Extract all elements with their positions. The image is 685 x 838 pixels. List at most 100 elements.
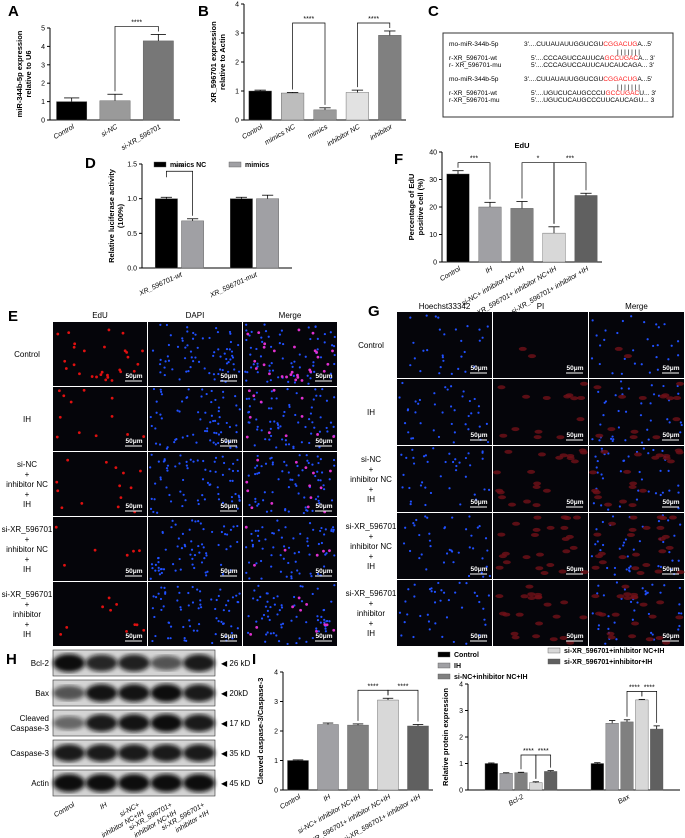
edu-dot — [323, 623, 327, 626]
significance-label: **** — [644, 684, 655, 691]
nucleus-dot — [280, 623, 283, 626]
nucleus-dot — [253, 398, 256, 401]
nucleus-dot — [478, 600, 481, 604]
micrograph — [53, 387, 147, 451]
nucleus-dot — [162, 568, 166, 571]
nucleus-dot — [276, 422, 279, 425]
nucleus-dot — [255, 418, 258, 421]
pi-stain — [522, 394, 531, 399]
nucleus-dot — [668, 551, 671, 554]
nucleus-dot — [232, 462, 235, 465]
lane-label-line: Control — [53, 801, 76, 819]
nucleus-dot — [428, 532, 431, 535]
nucleus-dot — [151, 639, 154, 643]
pi-stain — [630, 429, 639, 434]
column-header: DAPI — [186, 311, 205, 320]
pi-stain — [604, 502, 613, 507]
pi-stain — [614, 346, 623, 351]
edu-dot — [90, 375, 94, 378]
nucleus-dot — [647, 452, 650, 455]
nucleus-dot — [287, 443, 291, 446]
edu-dot — [109, 608, 112, 612]
nucleus-dot — [460, 355, 463, 358]
protein-band — [85, 774, 118, 792]
nucleus-dot — [679, 523, 682, 526]
nucleus-dot — [463, 350, 466, 354]
column-header: PI — [537, 302, 545, 311]
nucleus-dot — [467, 452, 470, 455]
nucleus-dot — [220, 620, 223, 623]
pi-stain — [675, 450, 684, 455]
nucleus-dot — [454, 469, 458, 472]
pi-stain — [533, 515, 542, 520]
nucleus-dot — [598, 362, 601, 366]
nucleus-dot — [607, 615, 610, 618]
nucleus-dot — [307, 461, 310, 465]
nucleus-dot — [268, 618, 271, 622]
nucleus-dot — [213, 460, 216, 463]
nucleus-dot — [285, 464, 288, 467]
pi-stain — [565, 534, 574, 539]
nucleus-dot — [283, 460, 286, 463]
pi-stain — [642, 525, 651, 530]
nucleus-dot — [296, 569, 299, 572]
nucleus-dot — [604, 400, 608, 403]
nucleus-dot — [217, 406, 221, 409]
pi-stain — [530, 532, 539, 537]
nucleus-dot — [319, 458, 322, 461]
nucleus-dot — [659, 469, 662, 472]
protein-band — [53, 716, 85, 730]
nucleus-dot — [332, 458, 336, 462]
nucleus-dot — [228, 330, 232, 334]
nucleus-dot — [266, 592, 269, 595]
nucleus-dot — [257, 529, 260, 532]
nucleus-dot — [601, 543, 605, 547]
nucleus-dot — [623, 588, 627, 591]
nucleus-dot — [316, 348, 319, 351]
protein-band — [85, 714, 118, 732]
edu-dot — [82, 388, 86, 392]
edu-dot — [139, 469, 142, 473]
nucleus-dot — [319, 529, 322, 533]
nucleus-dot — [183, 357, 187, 360]
nucleus-dot — [470, 412, 473, 415]
nucleus-dot — [167, 621, 170, 624]
nucleus-dot — [482, 607, 485, 610]
nucleus-dot — [217, 543, 220, 547]
nucleus-dot — [595, 334, 598, 337]
row-label-line: inhibitor — [13, 610, 41, 619]
nucleus-dot — [261, 340, 264, 343]
nucleus-dot — [481, 557, 484, 560]
nucleus-dot — [432, 447, 435, 450]
nucleus-dot — [444, 460, 447, 464]
pi-stain — [546, 562, 555, 567]
nucleus-dot — [448, 487, 451, 490]
pi-stain — [542, 488, 551, 493]
pi-stain — [579, 450, 588, 455]
nucleus-dot — [159, 413, 162, 416]
nucleus-dot — [257, 584, 260, 587]
nucleus-dot — [174, 523, 177, 526]
nucleus-dot — [433, 590, 437, 593]
nucleus-dot — [480, 571, 483, 574]
nucleus-dot — [426, 348, 429, 352]
nucleus-dot — [633, 609, 636, 612]
edu-dot — [312, 471, 315, 475]
edu-dot — [126, 433, 129, 436]
pi-stain — [639, 602, 648, 607]
nucleus-dot — [594, 455, 597, 458]
nucleus-dot — [160, 586, 163, 589]
pi-stain — [552, 614, 561, 619]
nucleus-dot — [439, 366, 442, 369]
edu-dot — [116, 505, 120, 509]
nucleus-dot — [299, 532, 302, 535]
nucleus-dot — [318, 430, 322, 433]
nucleus-dot — [433, 601, 437, 604]
nucleus-dot — [311, 636, 314, 640]
nucleus-dot — [306, 540, 309, 543]
pi-stain — [626, 532, 635, 537]
nucleus-dot — [442, 359, 445, 362]
nucleus-dot — [253, 589, 256, 592]
pi-stain — [631, 621, 640, 626]
pi-stain — [628, 503, 637, 508]
